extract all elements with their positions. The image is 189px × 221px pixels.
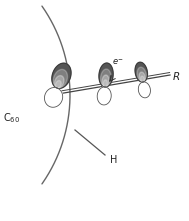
Polygon shape <box>99 63 113 87</box>
Polygon shape <box>141 76 144 82</box>
Text: R: R <box>173 72 180 82</box>
Polygon shape <box>139 72 145 82</box>
Text: e$^{-}$: e$^{-}$ <box>112 57 124 67</box>
Polygon shape <box>55 81 61 88</box>
Polygon shape <box>52 63 71 88</box>
Polygon shape <box>103 80 107 87</box>
Polygon shape <box>137 67 146 82</box>
Polygon shape <box>102 75 109 87</box>
Text: C$_{60}$: C$_{60}$ <box>3 111 20 125</box>
Polygon shape <box>44 88 63 107</box>
Text: H: H <box>110 155 117 165</box>
Polygon shape <box>53 69 67 88</box>
Polygon shape <box>97 87 111 105</box>
Polygon shape <box>138 82 150 98</box>
Polygon shape <box>101 69 111 87</box>
Polygon shape <box>135 62 147 82</box>
Polygon shape <box>54 76 64 88</box>
